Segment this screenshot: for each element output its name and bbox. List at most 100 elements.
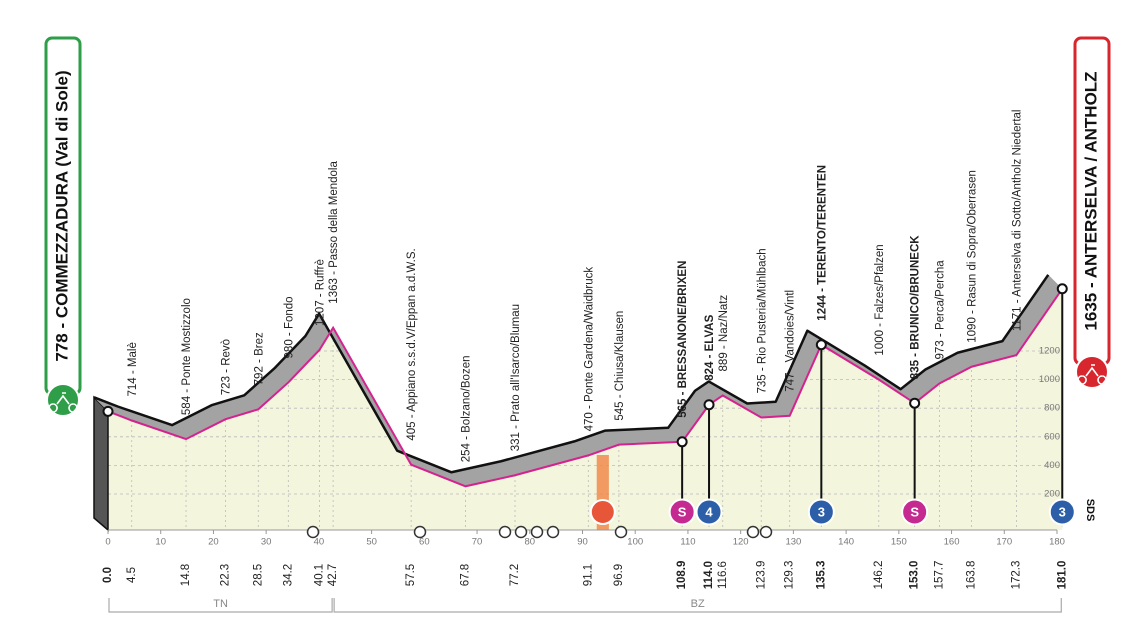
waypoint-name: 824 - ELVAS bbox=[704, 314, 716, 380]
x-tick-label: 30 bbox=[261, 537, 272, 548]
waypoint-name: 254 - Bolzano/Bozen bbox=[460, 355, 472, 462]
x-tick-label: 20 bbox=[208, 537, 219, 548]
waypoint-dot bbox=[1056, 283, 1068, 295]
x-tick-label: 120 bbox=[733, 537, 749, 548]
waypoint-dot bbox=[703, 399, 715, 411]
waypoint-name: 973 - Perca/Percha bbox=[934, 260, 946, 360]
profile-ridge bbox=[93, 274, 1050, 474]
waypoint-name: 980 - Fondo bbox=[283, 296, 295, 358]
profile-wall bbox=[93, 395, 109, 532]
marker-label: 4 bbox=[705, 504, 713, 519]
region-label: TN bbox=[213, 598, 228, 610]
y-tick-label: 800 bbox=[1044, 403, 1060, 414]
waypoint-name: 470 - Ponte Gardena/Waidbruck bbox=[583, 267, 595, 432]
x-tick-label: 140 bbox=[838, 537, 854, 548]
y-tick-label: 400 bbox=[1044, 460, 1060, 471]
waypoint-km: 77.2 bbox=[509, 564, 521, 586]
waypoint-km: 57.5 bbox=[405, 564, 417, 586]
waypoint-dot bbox=[676, 436, 688, 448]
waypoint-name: 747 - Vandoies/Vintl bbox=[785, 290, 797, 392]
marker-badge bbox=[807, 498, 835, 526]
finish-title: 1635 - ANTERSELVA / ANTHOLZ bbox=[1081, 71, 1100, 330]
waypoint-name: 735 - Rio Pusteria/Mühlbach bbox=[756, 248, 768, 393]
y-tick-label: 600 bbox=[1044, 431, 1060, 442]
x-tick-label: 10 bbox=[155, 537, 166, 548]
waypoint-km: 91.1 bbox=[582, 564, 594, 586]
x-tick-label: 150 bbox=[891, 537, 907, 548]
profile-layer: 200 400 600 800 1000 1200 0 10 20 30 40 50 60 70 80 90 1… bbox=[93, 110, 1076, 613]
marker-label: 3 bbox=[1059, 504, 1066, 519]
start-title: 778 - COMMEZZADURA (Val di Sole) bbox=[52, 70, 71, 361]
waypoint-km: 34.2 bbox=[282, 564, 294, 586]
start-icon bbox=[46, 383, 80, 417]
region-bracket bbox=[333, 598, 1062, 613]
x-tick-label: 180 bbox=[1049, 537, 1065, 548]
cyclist-glyph bbox=[1077, 364, 1107, 385]
waypoint-km: 172.3 bbox=[1010, 561, 1022, 590]
waypoint-km: 14.8 bbox=[180, 564, 192, 586]
x-tick-label: 80 bbox=[524, 537, 535, 548]
x-tick-label: 160 bbox=[944, 537, 960, 548]
y-tick-label: 1000 bbox=[1039, 374, 1060, 385]
waypoint-name: 714 - Malè bbox=[127, 342, 139, 396]
marker-label: S bbox=[910, 504, 919, 519]
x-tick-label: 110 bbox=[680, 537, 695, 548]
x-tick-label: 130 bbox=[785, 537, 801, 548]
region-bracket bbox=[108, 598, 333, 613]
side-label: SDS bbox=[1084, 499, 1096, 522]
waypoint-km: 157.7 bbox=[933, 561, 945, 590]
waypoint-km: 4.5 bbox=[126, 567, 138, 583]
marker-label: 3 bbox=[818, 504, 825, 519]
waypoint-km: 153.0 bbox=[909, 561, 921, 590]
waypoint-name: 835 - BRUNICO/BRUNECK bbox=[910, 235, 922, 379]
waypoint-km: 28.5 bbox=[252, 564, 264, 586]
waypoint-name: 723 - Revò bbox=[221, 339, 233, 395]
y-tick-label: 1200 bbox=[1039, 346, 1060, 357]
waypoint-km: 96.9 bbox=[613, 564, 625, 586]
waypoint-dot bbox=[102, 405, 114, 417]
waypoint-km: 108.9 bbox=[676, 561, 688, 590]
waypoint-name: 1000 - Falzes/Pfalzen bbox=[874, 244, 886, 355]
waypoint-name: 565 - BRESSANONE/BRIXEN bbox=[677, 261, 689, 418]
waypoint-name: 889 - Naz/Natz bbox=[718, 295, 730, 372]
profile-ribbon bbox=[94, 274, 1063, 487]
marker-badge bbox=[901, 498, 929, 526]
waypoint-km: 0.0 bbox=[102, 567, 114, 583]
waypoint-name: 1363 - Passo della Mendola bbox=[328, 161, 340, 304]
cyclist-glyph bbox=[48, 392, 78, 413]
waypoint-name: 405 - Appiano s.s.d.V/Eppan a.d.W.S. bbox=[406, 248, 418, 440]
marker-badge bbox=[668, 498, 696, 526]
waypoint-km: 114.0 bbox=[703, 561, 715, 589]
waypoint-dot bbox=[815, 339, 827, 351]
waypoint-km: 42.7 bbox=[327, 564, 339, 586]
waypoint-km: 181.0 bbox=[1056, 561, 1068, 590]
waypoint-name: 1171 - Anterselva di Sotto/Antholz Niede… bbox=[1011, 110, 1023, 332]
waypoint-km: 146.2 bbox=[873, 561, 885, 590]
x-tick-label: 70 bbox=[472, 537, 483, 548]
waypoint-name: 1207 - Ruffrè bbox=[314, 259, 326, 326]
x-tick-label: 170 bbox=[996, 537, 1012, 548]
region-label: BZ bbox=[691, 598, 705, 610]
waypoint-km: 135.3 bbox=[815, 561, 827, 590]
waypoint-name: 545 - Chiusa/Klausen bbox=[614, 311, 626, 421]
marker-badge bbox=[695, 498, 723, 526]
tunnel-icons bbox=[306, 525, 773, 539]
waypoint-name: 1090 - Rasun di Sopra/Oberrasen bbox=[967, 170, 979, 343]
y-tick-label: 200 bbox=[1044, 489, 1060, 500]
waypoint-name: 584 - Ponte Mostizzolo bbox=[181, 298, 193, 415]
marker-badge bbox=[1048, 498, 1076, 526]
waypoint-km: 67.8 bbox=[459, 564, 471, 586]
waypoint-name: 1244 - TERENTO/TERENTEN bbox=[816, 165, 828, 321]
x-tick-label: 100 bbox=[627, 537, 643, 548]
waypoint-name: 331 - Prato all'Isarco/Blumau bbox=[510, 304, 522, 451]
x-tick-label: 50 bbox=[366, 537, 377, 548]
waypoint-km: 163.8 bbox=[966, 561, 978, 590]
waypoint-km: 116.6 bbox=[717, 561, 729, 589]
feed-icon bbox=[589, 499, 616, 525]
waypoint-km: 129.3 bbox=[784, 561, 796, 590]
waypoint-km: 123.9 bbox=[755, 561, 767, 590]
x-tick-label: 90 bbox=[577, 537, 588, 548]
x-tick-label: 0 bbox=[105, 537, 110, 548]
x-tick-label: 40 bbox=[314, 537, 325, 548]
